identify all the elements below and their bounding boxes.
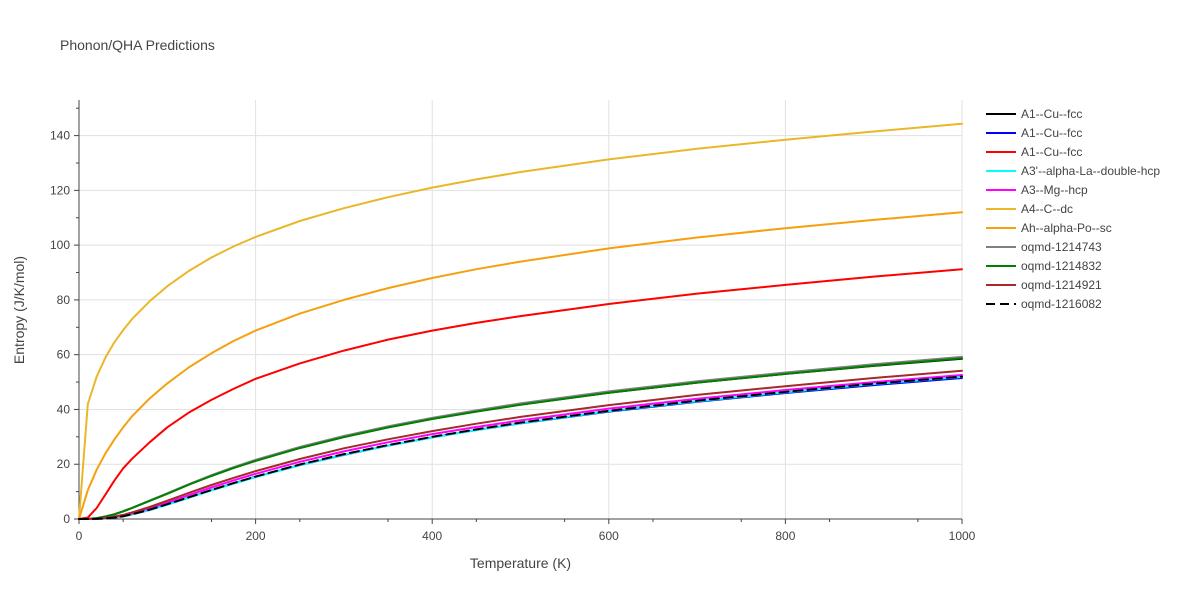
- legend-item-label: A4--C--dc: [1021, 202, 1073, 216]
- series-line-oqmd-1214832-8: [78, 357, 963, 520]
- legend-item-label: A1--Cu--fcc: [1021, 126, 1082, 140]
- legend-item-label: oqmd-1214921: [1021, 278, 1102, 292]
- x-axis-ticks: 0 200 400 600 800 1000: [76, 519, 976, 543]
- y-tick-label: 0: [63, 512, 70, 526]
- x-axis-title: Temperature (K): [470, 555, 571, 571]
- x-tick-label: 200: [246, 529, 266, 543]
- legend-item-label: A3--Mg--hcp: [1021, 183, 1088, 197]
- x-tick-label: 800: [775, 529, 795, 543]
- x-tick-label: 600: [599, 529, 619, 543]
- x-tick-label: 1000: [949, 529, 976, 543]
- y-tick-label: 60: [57, 348, 71, 362]
- x-tick-label: 0: [76, 529, 83, 543]
- series-line-a3-mg-hcp-4: [78, 374, 963, 520]
- y-tick-label: 40: [57, 402, 71, 416]
- y-axis-title: Entropy (J/K/mol): [11, 256, 27, 364]
- legend-item-label: A3'--alpha-La--double-hcp: [1021, 164, 1160, 178]
- y-tick-label: 140: [50, 129, 70, 143]
- legend-item-label: A1--Cu--fcc: [1021, 107, 1082, 121]
- series-line-a3-alpha-la-double-hcp-3: [78, 375, 963, 520]
- legend-item-label: A1--Cu--fcc: [1021, 145, 1082, 159]
- series-line-a1-cu-fcc-2: [78, 268, 963, 520]
- legend-item-label: oqmd-1214743: [1021, 240, 1102, 254]
- series-line-a4-c-dc-5: [78, 122, 963, 520]
- series-layer: [78, 122, 963, 520]
- series-line-oqmd-1214921-9: [78, 369, 963, 520]
- legend: A1--Cu--fcc A1--Cu--fcc A1--Cu--fcc A3'--al…: [986, 107, 1160, 311]
- gridlines: [79, 100, 963, 519]
- series-line-ah-alpha-po-sc-6: [78, 211, 963, 520]
- legend-item-label: Ah--alpha-Po--sc: [1021, 221, 1112, 235]
- legend-item-label: oqmd-1216082: [1021, 297, 1102, 311]
- y-axis-ticks: 0 20 40 60 80 100 120 140: [50, 107, 79, 526]
- series-line-oqmd-1216082-10: [78, 375, 963, 520]
- y-tick-label: 100: [50, 238, 70, 252]
- y-tick-label: 20: [57, 457, 71, 471]
- legend-item-label: oqmd-1214832: [1021, 259, 1102, 273]
- y-tick-label: 80: [57, 293, 71, 307]
- y-tick-label: 120: [50, 183, 70, 197]
- chart-title: Phonon/QHA Predictions: [60, 37, 215, 53]
- axes: [78, 100, 962, 520]
- x-tick-label: 400: [422, 529, 442, 543]
